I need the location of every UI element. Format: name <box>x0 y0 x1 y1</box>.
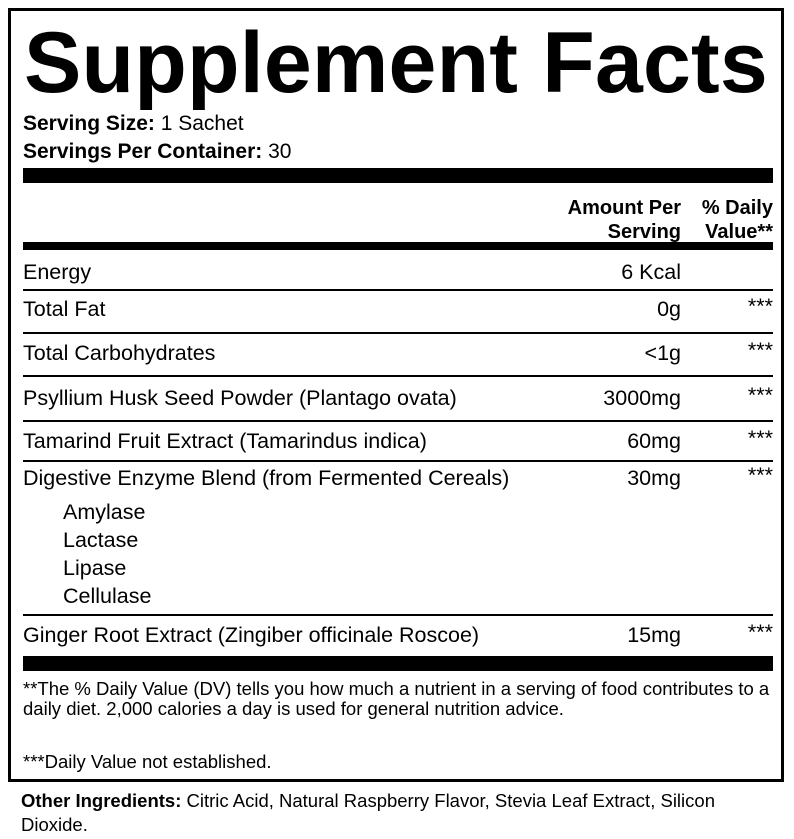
medium-divider <box>23 242 773 250</box>
servings-per-container-value: 30 <box>268 140 292 163</box>
serving-size: Serving Size: 1 Sachet <box>23 112 244 136</box>
servings-per-container-label: Servings Per Container: <box>23 140 263 163</box>
column-header: Amount Per Serving % Daily Value** <box>23 193 773 249</box>
daily-value-header: % Daily Value** <box>701 197 773 243</box>
other-ingredients-value: Citric Acid, Natural Raspberry Flavor, S… <box>21 790 715 835</box>
thick-divider <box>23 168 773 183</box>
other-ingredients-label: Other Ingredients: <box>21 790 182 811</box>
other-ingredients: Other Ingredients: Citric Acid, Natural … <box>21 789 781 837</box>
serving-size-value: 1 Sachet <box>160 112 244 135</box>
row-divider <box>23 420 773 422</box>
amount-per-serving-header: Amount Per Serving <box>567 197 681 243</box>
enzyme-sub-item: Amylase <box>63 500 146 524</box>
row-divider <box>23 289 773 291</box>
enzyme-sub-item: Cellulase <box>63 584 152 608</box>
row-divider <box>23 332 773 334</box>
daily-value-footnote: **The % Daily Value (DV) tells you how m… <box>23 678 770 719</box>
supplement-facts-panel: Supplement Facts Serving Size: 1 Sachet … <box>8 8 784 782</box>
not-established-footnote: ***Daily Value not established. <box>23 751 272 772</box>
servings-per-container: Servings Per Container: 30 <box>23 140 291 164</box>
row-divider <box>23 614 773 616</box>
serving-size-label: Serving Size: <box>23 112 155 135</box>
enzyme-sub-item: Lipase <box>63 556 127 580</box>
row-divider <box>23 460 773 462</box>
enzyme-sub-item: Lactase <box>63 528 139 552</box>
thick-divider <box>23 656 773 671</box>
row-divider <box>23 375 773 377</box>
panel-title: Supplement Facts <box>24 15 768 111</box>
